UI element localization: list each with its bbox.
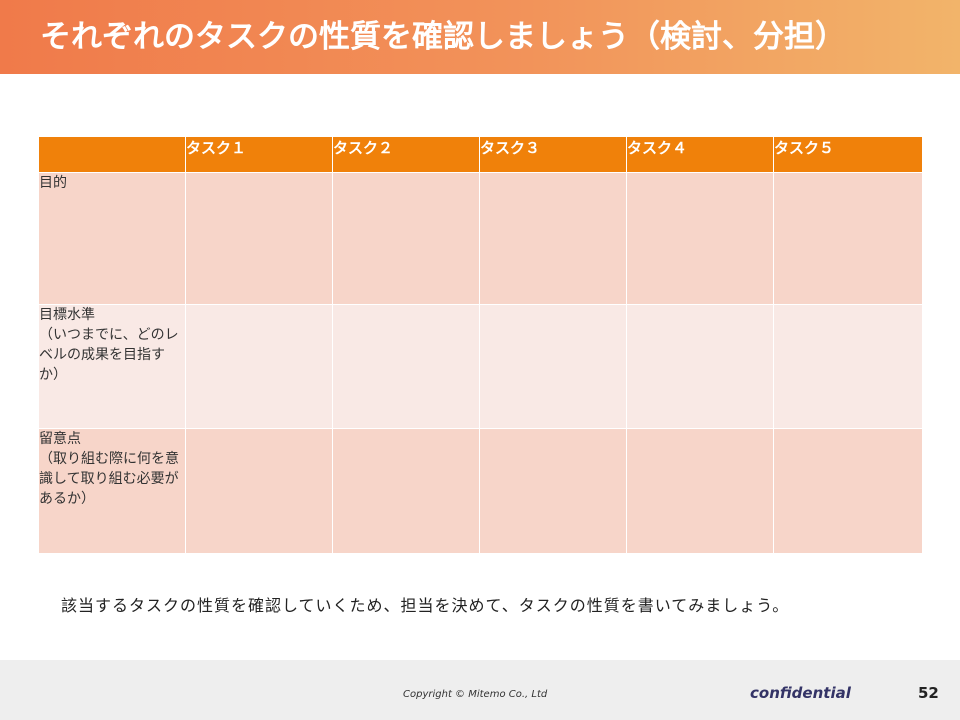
cell-target-level-task-3[interactable] [479, 304, 627, 429]
page-title: それぞれのタスクの性質を確認しましょう（検討、分担） [40, 19, 846, 55]
header-corner-cell [38, 136, 186, 173]
confidential-label: confidential [750, 684, 851, 702]
table-row-notes: 留意点 （取り組む際に何を意識して取り組む必要があるか） [38, 428, 923, 554]
table-header-row: タスク１ タスク２ タスク３ タスク４ タスク５ [38, 136, 923, 173]
copyright-text: Copyright © Mitemo Co., Ltd [403, 689, 548, 700]
footer: Copyright © Mitemo Co., Ltd confidential… [0, 660, 960, 720]
title-bar: それぞれのタスクの性質を確認しましょう（検討、分担） [0, 0, 960, 74]
cell-purpose-task-1[interactable] [185, 172, 333, 305]
cell-target-level-task-4[interactable] [626, 304, 774, 429]
column-header-task-2: タスク２ [332, 136, 480, 173]
cell-notes-task-3[interactable] [479, 428, 627, 554]
cell-target-level-task-2[interactable] [332, 304, 480, 429]
column-header-task-4: タスク４ [626, 136, 774, 173]
cell-target-level-task-5[interactable] [773, 304, 923, 429]
cell-notes-task-1[interactable] [185, 428, 333, 554]
column-header-task-1: タスク１ [185, 136, 333, 173]
cell-notes-task-2[interactable] [332, 428, 480, 554]
cell-notes-task-4[interactable] [626, 428, 774, 554]
row-label-target-level: 目標水準 （いつまでに、どのレベルの成果を目指すか） [38, 304, 186, 429]
cell-purpose-task-2[interactable] [332, 172, 480, 305]
row-label-purpose: 目的 [38, 172, 186, 305]
task-table: タスク１ タスク２ タスク３ タスク４ タスク５ 目的 目標水準 （いつまでに、… [38, 136, 923, 554]
table-row-target-level: 目標水準 （いつまでに、どのレベルの成果を目指すか） [38, 304, 923, 429]
cell-purpose-task-3[interactable] [479, 172, 627, 305]
page-number: 52 [918, 684, 939, 702]
cell-target-level-task-1[interactable] [185, 304, 333, 429]
cell-notes-task-5[interactable] [773, 428, 923, 554]
column-header-task-5: タスク５ [773, 136, 923, 173]
table-row-purpose: 目的 [38, 172, 923, 305]
cell-purpose-task-5[interactable] [773, 172, 923, 305]
row-label-notes: 留意点 （取り組む際に何を意識して取り組む必要があるか） [38, 428, 186, 554]
column-header-task-3: タスク３ [479, 136, 627, 173]
instruction-note: 該当するタスクの性質を確認していくため、担当を決めて、タスクの性質を書いてみまし… [61, 596, 790, 615]
cell-purpose-task-4[interactable] [626, 172, 774, 305]
